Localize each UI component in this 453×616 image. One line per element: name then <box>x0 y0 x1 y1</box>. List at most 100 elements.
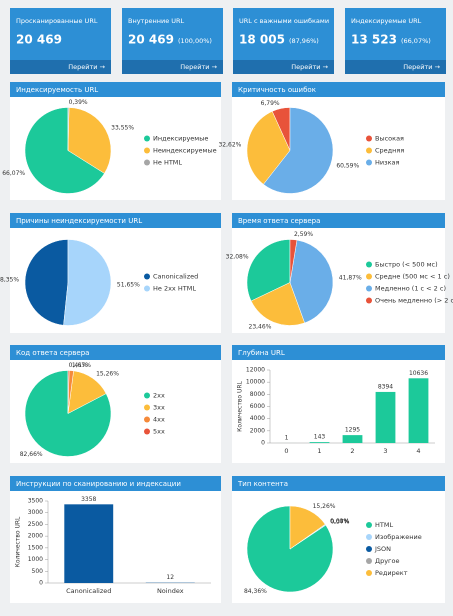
card-footer[interactable] <box>122 60 223 74</box>
panel-title: Код ответа сервера <box>16 349 89 357</box>
legend-label: Не HTML <box>153 159 182 167</box>
pie-slice <box>67 370 70 414</box>
card-link[interactable]: Перейти → <box>68 63 105 71</box>
x-tick-label: Noindex <box>157 587 184 595</box>
legend-label: Индексируемые <box>153 135 208 143</box>
panel-header <box>232 476 445 491</box>
legend-label: 3хх <box>153 404 165 412</box>
slice-label: 41,87% <box>339 275 362 282</box>
y-tick-label: 1000 <box>28 556 43 563</box>
slice-label: 82,66% <box>20 451 43 458</box>
y-axis-label: Количество URL <box>237 380 244 431</box>
card-label: Индексируемые URL <box>351 17 422 25</box>
card-note: (87,96%) <box>289 37 319 45</box>
slice-label: 15,26% <box>96 371 119 378</box>
pie-slice <box>289 239 334 324</box>
card-note: (66,07%) <box>401 37 431 45</box>
legend-swatch <box>366 261 372 268</box>
panel-header <box>232 213 445 228</box>
legend-label: Изображение <box>375 533 422 541</box>
legend-swatch <box>144 392 150 399</box>
legend-label: HTML <box>375 521 393 529</box>
legend-swatch <box>144 404 150 411</box>
bar-label: 3358 <box>81 496 96 503</box>
legend-label: Низкая <box>375 159 399 167</box>
y-tick-label: 4000 <box>250 415 265 422</box>
card-link[interactable]: Перейти → <box>403 63 440 71</box>
y-tick-label: 10000 <box>246 379 265 386</box>
legend-swatch <box>366 273 372 280</box>
legend-label: Canonicalized <box>153 273 198 281</box>
slice-label: 0,41% <box>69 362 88 369</box>
legend-label: Быстро (< 500 мс) <box>375 261 438 269</box>
slice-label: 33,55% <box>111 124 134 131</box>
card-footer[interactable] <box>345 60 446 74</box>
x-tick-label: Canonicalized <box>66 587 111 595</box>
card-footer[interactable] <box>233 60 334 74</box>
panel-header <box>10 476 221 491</box>
pie-slice <box>67 107 70 151</box>
pie-slice <box>250 282 305 326</box>
panel-header <box>232 82 445 97</box>
slice-label: 0,39% <box>69 99 88 106</box>
legend-label: Средне (500 мс < 1 с) <box>375 273 450 281</box>
card-link[interactable]: Перейти → <box>180 63 217 71</box>
slice-label: 51,65% <box>117 281 140 288</box>
y-tick-label: 500 <box>32 568 44 575</box>
legend-swatch <box>366 147 372 154</box>
legend-swatch <box>366 297 372 304</box>
slice-label: 0,37% <box>330 518 349 525</box>
bar <box>342 435 363 443</box>
slice-label: 23,46% <box>249 323 272 330</box>
legend-swatch <box>366 570 372 576</box>
legend-label: 4хх <box>153 416 165 424</box>
panel-title: Инструкции по сканированию и индексации <box>16 480 181 488</box>
legend-swatch <box>144 416 150 423</box>
legend-label: 5хх <box>153 428 165 436</box>
panel-title: Время ответа сервера <box>238 217 320 225</box>
legend-label: Редирект <box>375 569 408 577</box>
legend-label: Неиндексируемые <box>153 147 217 155</box>
y-tick-label: 6000 <box>250 403 265 410</box>
pie-slice <box>24 239 69 326</box>
x-tick-label: 3 <box>383 447 387 455</box>
slice-label: 1,67% <box>72 362 91 369</box>
bar-label: 1295 <box>345 427 360 434</box>
y-tick-label: 2000 <box>28 533 43 540</box>
bar-label: 143 <box>314 434 326 441</box>
y-tick-label: 8000 <box>250 391 265 398</box>
legend-swatch <box>366 522 372 528</box>
bar-label: 10636 <box>409 370 428 377</box>
bar-label: 12 <box>166 574 174 581</box>
legend-swatch <box>144 428 150 435</box>
x-tick-label: 2 <box>350 447 354 455</box>
legend-label: Не 2хх HTML <box>153 285 196 293</box>
panel-header <box>232 345 445 360</box>
bar <box>309 442 330 443</box>
pie-slice <box>289 239 298 283</box>
bar <box>375 391 396 443</box>
pie-slice <box>67 107 112 174</box>
slice-label: 32,62% <box>218 141 241 148</box>
legend-label: JSON <box>374 545 391 553</box>
slice-label: 66,07% <box>2 170 25 177</box>
legend-label: Медленно (1 с < 2 с) <box>375 285 446 293</box>
slice-label: 84,36% <box>244 588 267 595</box>
card-value: 20 469 <box>16 33 62 47</box>
card-value: 20 469 <box>128 33 174 47</box>
legend-label: 2хх <box>153 392 165 400</box>
panel-title: Критичность ошибок <box>238 86 316 94</box>
card-link[interactable]: Перейти → <box>291 63 328 71</box>
slice-label: 48,35% <box>0 277 19 284</box>
card-footer[interactable] <box>10 60 111 74</box>
panel <box>10 476 221 603</box>
legend-swatch <box>366 159 372 166</box>
legend-label: Высокая <box>375 135 404 143</box>
legend-swatch <box>366 285 372 292</box>
card-value: 18 005 <box>239 33 285 47</box>
x-tick-label: 4 <box>416 447 420 455</box>
legend-swatch <box>366 546 372 552</box>
y-tick-label: 12000 <box>246 367 265 374</box>
pie-slice <box>24 107 105 194</box>
